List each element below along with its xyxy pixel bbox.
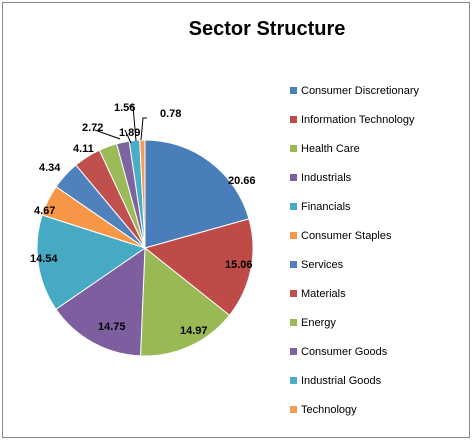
legend-label: Services <box>301 258 344 271</box>
legend-item-industrial-goods: Industrial Goods <box>290 366 470 395</box>
legend-label: Technology <box>301 403 357 416</box>
legend-item-technology: Technology <box>290 395 470 424</box>
legend-label: Industrials <box>301 171 352 184</box>
leader-line-consumer-goods <box>124 129 132 144</box>
legend-swatch <box>290 232 297 239</box>
legend-swatch <box>290 406 297 413</box>
leader-line-energy <box>94 129 121 140</box>
legend-item-consumer-discretionary: Consumer Discretionary <box>290 76 470 105</box>
legend-item-energy: Energy <box>290 308 470 337</box>
data-label-services: 4.34 <box>39 162 61 174</box>
leader-line-industrial-goods <box>129 105 137 142</box>
legend-label: Energy <box>301 316 336 329</box>
legend-swatch <box>290 261 297 268</box>
data-label-industrials: 14.75 <box>98 321 126 333</box>
legend-label: Information Technology <box>301 113 415 126</box>
leader-line-technology <box>140 117 147 141</box>
pie-slice-health-care <box>139 246 231 357</box>
data-label-financials: 14.54 <box>30 253 58 265</box>
legend-swatch <box>290 377 297 384</box>
legend-label: Consumer Goods <box>301 345 388 358</box>
data-label-information-technology: 15.06 <box>225 259 253 271</box>
legend-label: Industrial Goods <box>301 374 382 387</box>
pie-slice-financials <box>36 214 147 310</box>
data-label-consumer-staples: 4.67 <box>34 205 55 217</box>
legend-swatch <box>290 203 297 210</box>
legend-item-health-care: Health Care <box>290 134 470 163</box>
legend-item-consumer-staples: Consumer Staples <box>290 221 470 250</box>
legend-swatch <box>290 116 297 123</box>
data-label-technology: 0.78 <box>160 108 181 120</box>
pie-slice-industrials <box>55 247 146 357</box>
data-label-consumer-discretionary: 20.66 <box>228 175 256 187</box>
legend-label: Materials <box>301 287 346 300</box>
legend-label: Health Care <box>301 142 360 155</box>
legend-label: Consumer Discretionary <box>301 84 419 97</box>
data-label-consumer-goods: 1.89 <box>119 127 140 139</box>
pie-slice-information-technology <box>143 218 254 316</box>
legend-item-information-technology: Information Technology <box>290 105 470 134</box>
legend-label: Financials <box>301 200 351 213</box>
legend-swatch <box>290 290 297 297</box>
legend-item-services: Services <box>290 250 470 279</box>
legend-swatch <box>290 145 297 152</box>
pie-slice-technology <box>139 139 146 249</box>
legend-item-consumer-goods: Consumer Goods <box>290 337 470 366</box>
legend-item-industrials: Industrials <box>290 163 470 192</box>
chart-legend: Consumer Discretionary Information Techno… <box>290 76 470 424</box>
data-label-industrial-goods: 1.56 <box>114 102 135 114</box>
legend-swatch <box>290 348 297 355</box>
pie-slice-consumer-discretionary <box>144 139 250 249</box>
chart-title: Sector Structure <box>188 18 346 40</box>
legend-swatch <box>290 174 297 181</box>
legend-item-financials: Financials <box>290 192 470 221</box>
legend-swatch <box>290 319 297 326</box>
legend-swatch <box>290 87 297 94</box>
legend-item-materials: Materials <box>290 279 470 308</box>
data-label-materials: 4.11 <box>73 143 94 155</box>
data-label-energy: 2.72 <box>82 122 103 134</box>
data-label-health-care: 14.97 <box>180 325 208 337</box>
legend-label: Consumer Staples <box>301 229 392 242</box>
